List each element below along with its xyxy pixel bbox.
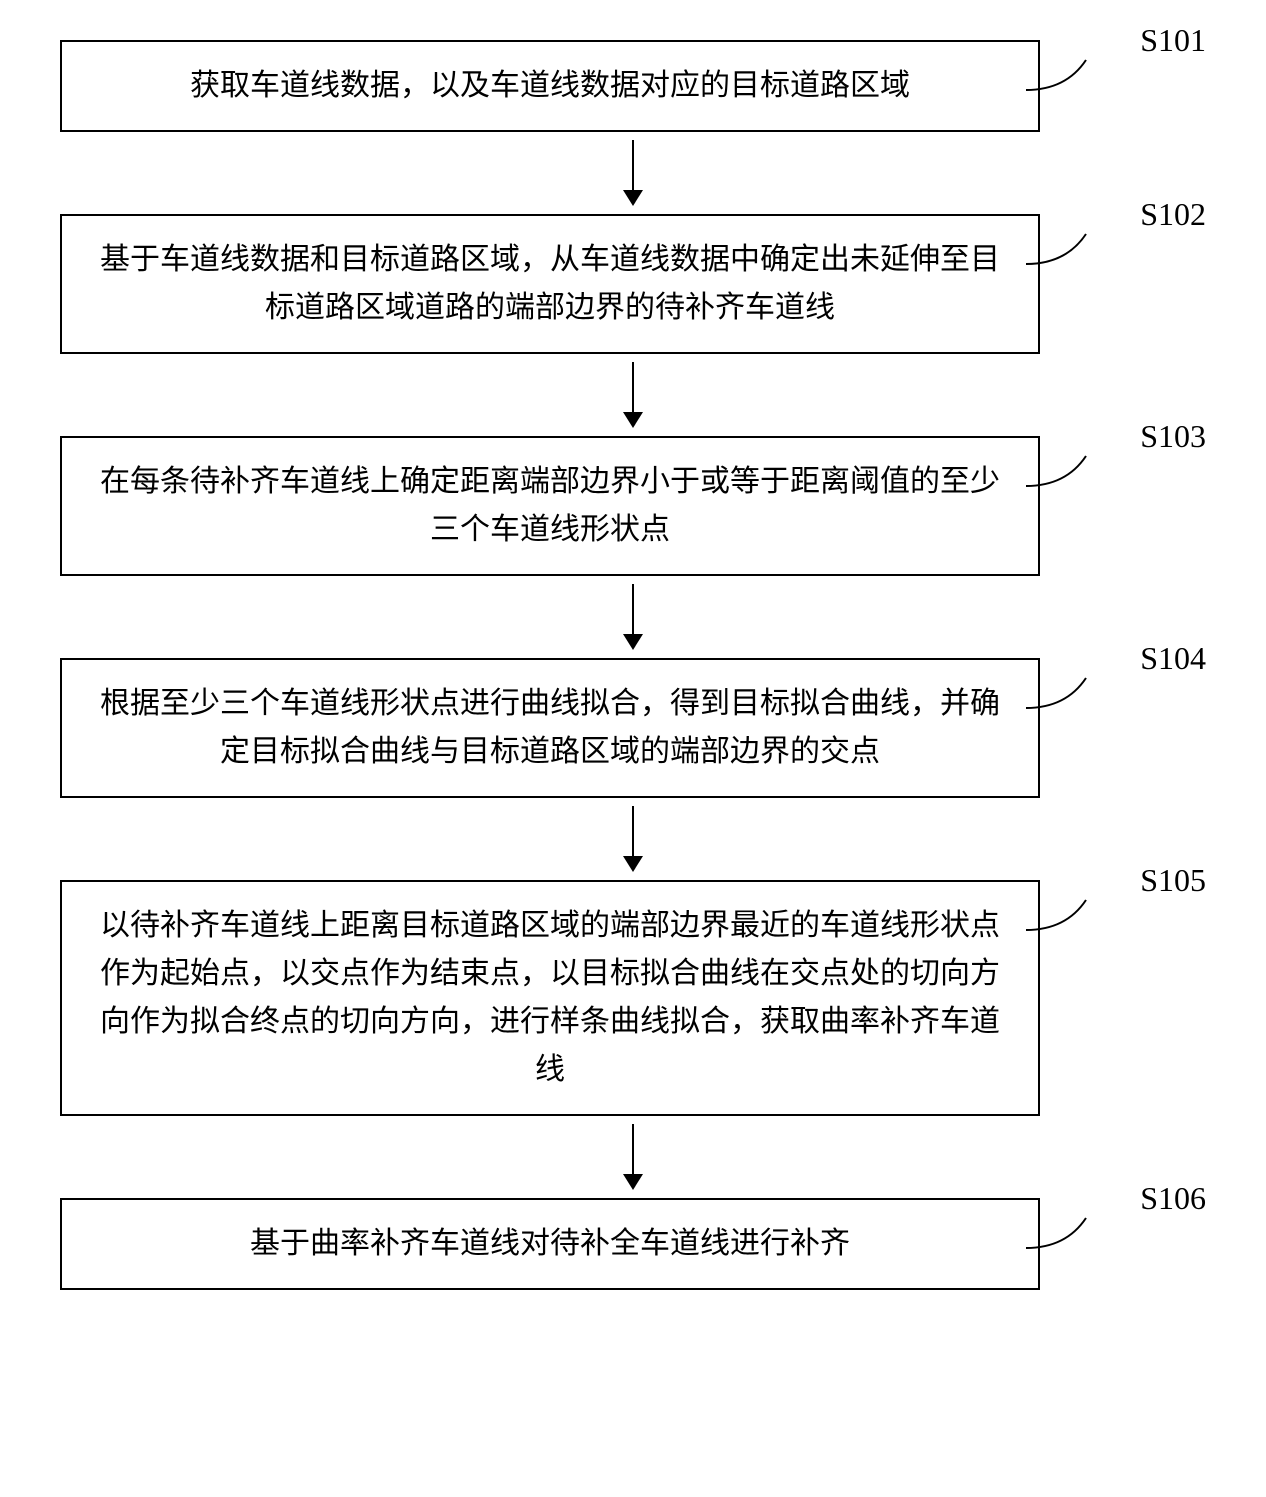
arrow-head-icon [623, 412, 643, 428]
step-label: S106 [1140, 1180, 1206, 1217]
arrow-down [623, 806, 643, 872]
step-wrapper: 在每条待补齐车道线上确定距离端部边界小于或等于距离阈值的至少三个车道线形状点 S… [60, 436, 1206, 576]
step-label: S103 [1140, 418, 1206, 455]
step-wrapper: 基于曲率补齐车道线对待补全车道线进行补齐 S106 [60, 1198, 1206, 1290]
step-label: S102 [1140, 196, 1206, 233]
arrow-head-icon [623, 190, 643, 206]
step-text: 获取车道线数据，以及车道线数据对应的目标道路区域 [190, 62, 910, 110]
arrow-line [632, 1124, 634, 1174]
step-wrapper: 以待补齐车道线上距离目标道路区域的端部边界最近的车道线形状点作为起始点，以交点作… [60, 880, 1206, 1116]
connector-curve [1026, 890, 1106, 950]
step-box-s101: 获取车道线数据，以及车道线数据对应的目标道路区域 [60, 40, 1040, 132]
connector-curve [1026, 1208, 1106, 1268]
arrow-down [623, 140, 643, 206]
connector-curve [1026, 446, 1106, 506]
step-box-s103: 在每条待补齐车道线上确定距离端部边界小于或等于距离阈值的至少三个车道线形状点 [60, 436, 1040, 576]
step-wrapper: 获取车道线数据，以及车道线数据对应的目标道路区域 S101 [60, 40, 1206, 132]
arrow-line [632, 584, 634, 634]
step-box-s102: 基于车道线数据和目标道路区域，从车道线数据中确定出未延伸至目标道路区域道路的端部… [60, 214, 1040, 354]
step-text: 基于车道线数据和目标道路区域，从车道线数据中确定出未延伸至目标道路区域道路的端部… [92, 236, 1008, 332]
connector-curve [1026, 50, 1106, 110]
arrow-down [623, 1124, 643, 1190]
step-text: 以待补齐车道线上距离目标道路区域的端部边界最近的车道线形状点作为起始点，以交点作… [92, 902, 1008, 1094]
connector-curve [1026, 224, 1106, 284]
step-wrapper: 根据至少三个车道线形状点进行曲线拟合，得到目标拟合曲线，并确定目标拟合曲线与目标… [60, 658, 1206, 798]
arrow-head-icon [623, 856, 643, 872]
step-box-s106: 基于曲率补齐车道线对待补全车道线进行补齐 [60, 1198, 1040, 1290]
arrow-head-icon [623, 1174, 643, 1190]
step-wrapper: 基于车道线数据和目标道路区域，从车道线数据中确定出未延伸至目标道路区域道路的端部… [60, 214, 1206, 354]
step-label: S104 [1140, 640, 1206, 677]
arrow-down [623, 584, 643, 650]
arrow-line [632, 140, 634, 190]
arrow-line [632, 362, 634, 412]
step-text: 基于曲率补齐车道线对待补全车道线进行补齐 [250, 1220, 850, 1268]
step-text: 根据至少三个车道线形状点进行曲线拟合，得到目标拟合曲线，并确定目标拟合曲线与目标… [92, 680, 1008, 776]
step-box-s105: 以待补齐车道线上距离目标道路区域的端部边界最近的车道线形状点作为起始点，以交点作… [60, 880, 1040, 1116]
step-label: S101 [1140, 22, 1206, 59]
arrow-down [623, 362, 643, 428]
connector-curve [1026, 668, 1106, 728]
flowchart-container: 获取车道线数据，以及车道线数据对应的目标道路区域 S101 基于车道线数据和目标… [60, 40, 1206, 1290]
step-text: 在每条待补齐车道线上确定距离端部边界小于或等于距离阈值的至少三个车道线形状点 [92, 458, 1008, 554]
arrow-head-icon [623, 634, 643, 650]
step-label: S105 [1140, 862, 1206, 899]
arrow-line [632, 806, 634, 856]
step-box-s104: 根据至少三个车道线形状点进行曲线拟合，得到目标拟合曲线，并确定目标拟合曲线与目标… [60, 658, 1040, 798]
